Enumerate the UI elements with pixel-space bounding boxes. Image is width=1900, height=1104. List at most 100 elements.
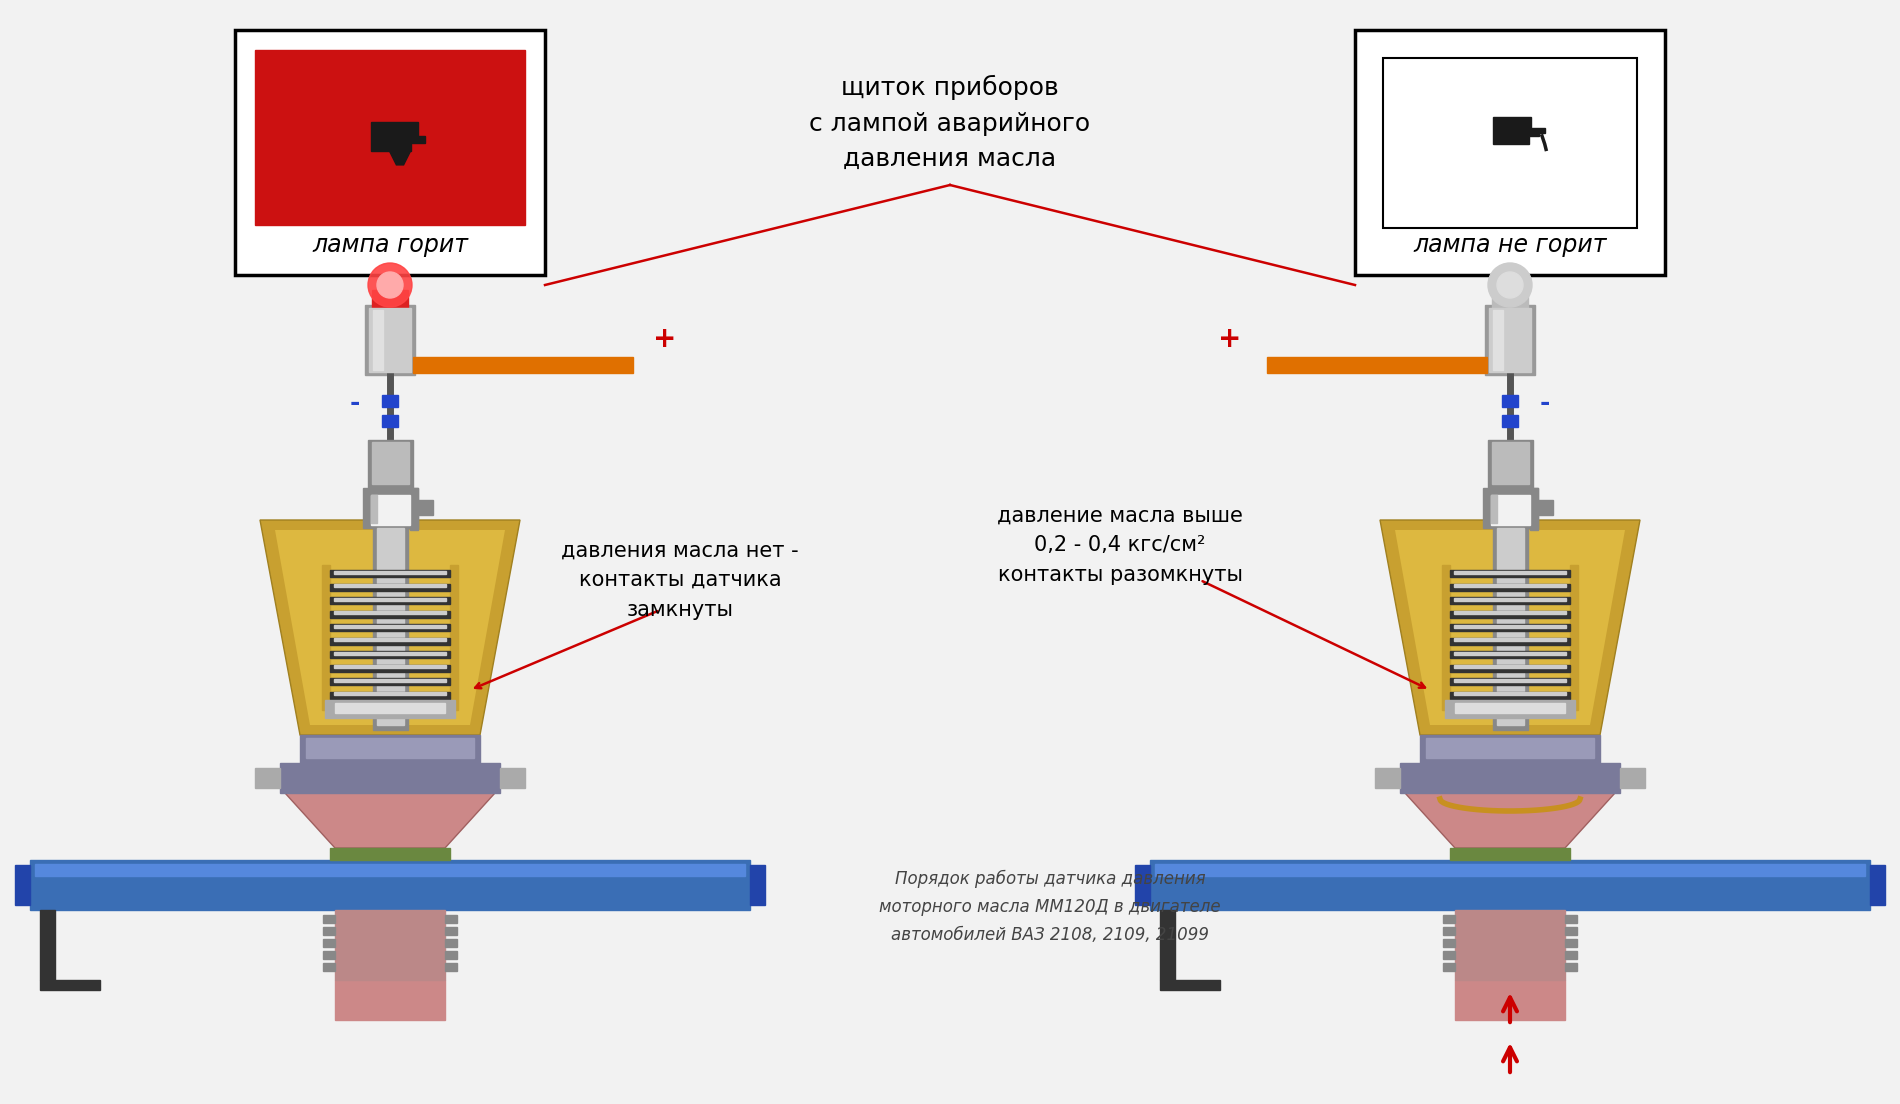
Bar (1486, 305, 1535, 375)
Bar (445, 927, 458, 935)
Bar (1442, 951, 1455, 959)
Bar (334, 571, 446, 574)
Bar (1454, 638, 1566, 641)
Polygon shape (260, 520, 521, 735)
Bar (1870, 866, 1885, 905)
Bar (1450, 691, 1569, 699)
Polygon shape (285, 793, 496, 848)
Bar (325, 700, 454, 718)
Bar (300, 735, 481, 763)
Bar (1490, 308, 1531, 372)
Bar (1455, 703, 1566, 713)
Bar (334, 980, 445, 1020)
Bar (1383, 59, 1638, 229)
Bar (1566, 951, 1577, 959)
Bar (372, 290, 408, 325)
Bar (1533, 500, 1552, 514)
Text: давления масла нет -
контакты датчика
замкнуты: давления масла нет - контакты датчика за… (560, 540, 798, 619)
Bar (40, 910, 55, 980)
Bar (1442, 915, 1455, 923)
Bar (30, 860, 750, 910)
Text: +: + (1218, 325, 1243, 353)
Bar (334, 910, 445, 980)
Bar (1454, 692, 1566, 696)
Bar (1490, 495, 1497, 523)
Bar (1442, 565, 1450, 710)
Bar (1492, 290, 1528, 325)
Bar (370, 495, 376, 523)
Bar (331, 678, 450, 686)
Bar (334, 584, 446, 587)
Bar (445, 963, 458, 972)
Bar (1454, 679, 1566, 681)
Bar (331, 584, 450, 591)
Bar (1566, 963, 1577, 972)
Text: лампа не горит: лампа не горит (1414, 233, 1607, 257)
Text: +: + (654, 325, 676, 353)
Bar (323, 927, 334, 935)
Bar (1455, 910, 1566, 980)
Bar (1488, 440, 1533, 490)
Bar (1454, 625, 1566, 628)
Bar (331, 597, 450, 604)
Bar (1490, 495, 1530, 526)
Polygon shape (1493, 117, 1539, 144)
Bar (1454, 651, 1566, 655)
Bar (382, 395, 397, 407)
Polygon shape (1395, 530, 1624, 725)
Bar (1161, 910, 1174, 980)
Bar (331, 691, 450, 699)
Bar (1482, 488, 1537, 528)
Bar (1497, 528, 1524, 725)
Bar (1492, 442, 1528, 484)
Bar (334, 679, 446, 681)
Bar (1503, 395, 1518, 407)
Bar (1454, 571, 1566, 574)
Bar (15, 866, 30, 905)
Bar (1455, 980, 1566, 1020)
Bar (372, 310, 384, 370)
Bar (334, 692, 446, 696)
Circle shape (1488, 263, 1531, 307)
Bar (331, 848, 450, 860)
Bar (334, 703, 445, 713)
Bar (372, 442, 408, 484)
Bar (369, 308, 410, 372)
Bar (334, 597, 446, 601)
Circle shape (369, 263, 412, 307)
Bar (255, 50, 524, 225)
Circle shape (1497, 272, 1524, 298)
Bar (331, 651, 450, 658)
Bar (1446, 700, 1575, 718)
Bar (750, 866, 766, 905)
Text: Порядок работы датчика давления
моторного масла ММ120Д в двигателе
автомобилей В: Порядок работы датчика давления моторног… (880, 870, 1222, 944)
Bar (500, 768, 524, 788)
Bar (331, 637, 450, 645)
Bar (1566, 927, 1577, 935)
Bar (323, 940, 334, 947)
Bar (1493, 310, 1503, 370)
Polygon shape (1404, 793, 1615, 848)
Bar (334, 638, 446, 641)
Bar (1134, 866, 1150, 905)
Bar (1427, 737, 1594, 758)
Bar (331, 624, 450, 631)
Text: -: - (350, 391, 361, 415)
Bar (1419, 735, 1600, 763)
Bar (372, 526, 407, 730)
Bar (445, 940, 458, 947)
Bar (412, 357, 633, 373)
Bar (331, 570, 450, 577)
Bar (363, 488, 418, 528)
Bar (323, 915, 334, 923)
Bar (1376, 768, 1400, 788)
Bar (1454, 597, 1566, 601)
Bar (1530, 488, 1537, 530)
Circle shape (376, 272, 403, 298)
Bar (34, 864, 745, 875)
Bar (1161, 980, 1220, 990)
Bar (1450, 570, 1569, 577)
Bar (1454, 666, 1566, 668)
Bar (450, 565, 458, 710)
Bar (1454, 584, 1566, 587)
